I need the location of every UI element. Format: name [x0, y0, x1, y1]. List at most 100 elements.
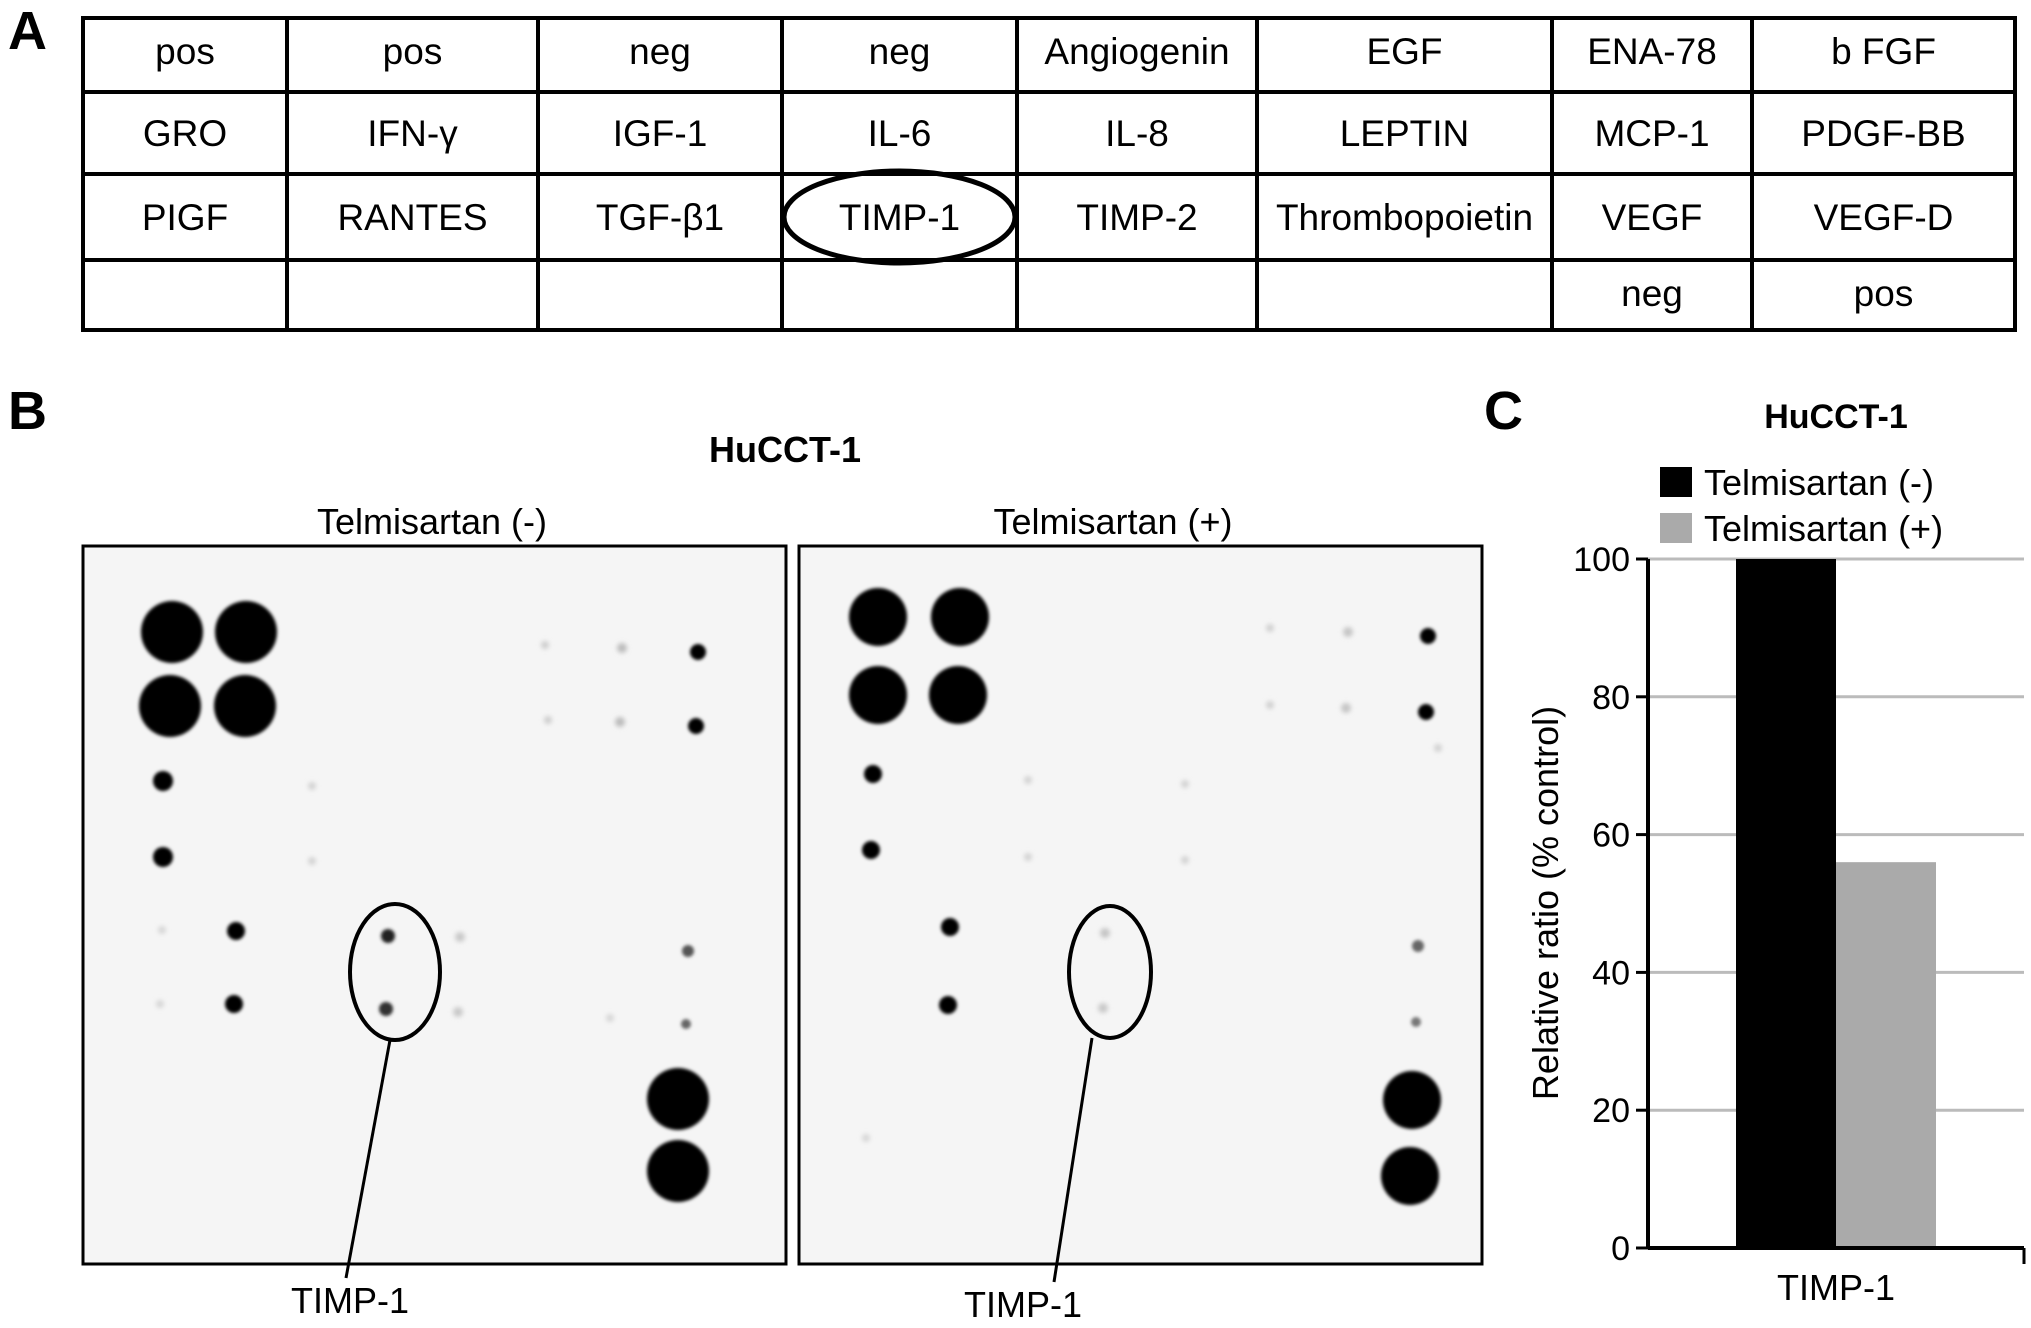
- spot: [681, 1019, 691, 1029]
- table-cell: TGF-β1: [596, 197, 724, 238]
- table-cell: IL-6: [868, 113, 932, 154]
- timp1-spot-left: [381, 929, 395, 943]
- timp1-callout-label-left: TIMP-1: [291, 1280, 409, 1321]
- table-cell: b FGF: [1831, 31, 1936, 72]
- spot: [227, 922, 245, 940]
- spot: [647, 1140, 709, 1202]
- table-cell: VEGF-D: [1814, 197, 1954, 238]
- table-cell: neg: [869, 31, 931, 72]
- faint-spot: [617, 643, 627, 653]
- spot: [141, 601, 203, 663]
- y-tick-label: 60: [1592, 817, 1630, 855]
- faint-spot: [156, 1000, 164, 1008]
- spot: [941, 918, 959, 936]
- table-cell: GRO: [143, 113, 227, 154]
- spot: [1412, 940, 1424, 952]
- spot: [647, 1068, 709, 1130]
- table-cell: PDGF-BB: [1801, 113, 1965, 154]
- faint-spot: [453, 1007, 463, 1017]
- faint-spot: [1341, 703, 1351, 713]
- faint-spot: [1266, 624, 1274, 632]
- table-cell: IFN-γ: [367, 113, 458, 154]
- table-highlight-ellipse: [781, 168, 1018, 266]
- spot: [688, 718, 704, 734]
- spot: [931, 588, 989, 646]
- bar: [1736, 559, 1836, 1248]
- spot: [1411, 1017, 1421, 1027]
- table-cell: VEGF: [1602, 197, 1703, 238]
- table-cell: neg: [629, 31, 691, 72]
- faint-spot: [615, 717, 625, 727]
- spot: [1383, 1071, 1441, 1129]
- legend-label: Telmisartan (+): [1704, 508, 1943, 549]
- spot: [1420, 628, 1436, 644]
- faint-spot: [544, 716, 552, 724]
- spot: [1381, 1147, 1439, 1205]
- legend-swatch: [1660, 513, 1692, 543]
- spot: [849, 666, 907, 724]
- legend-swatch: [1660, 467, 1692, 497]
- spot: [225, 995, 243, 1013]
- table-cell: TIMP-1: [839, 197, 960, 238]
- table-cell: pos: [383, 31, 443, 72]
- table-cell: MCP-1: [1594, 113, 1709, 154]
- table-cell: EGF: [1366, 31, 1442, 72]
- y-tick-label: 40: [1592, 954, 1630, 992]
- x-tick-label: TIMP-1: [1777, 1267, 1895, 1308]
- spot: [153, 771, 173, 791]
- strong-spots-left: [139, 601, 709, 1202]
- table-cell: TIMP-2: [1076, 197, 1197, 238]
- y-tick-label: 20: [1592, 1092, 1630, 1130]
- panel-label-a: A: [8, 1, 47, 61]
- spot: [690, 644, 706, 660]
- faint-spot: [1024, 853, 1032, 861]
- blot-membrane-right: [797, 544, 1484, 1266]
- table-cell: RANTES: [337, 197, 487, 238]
- spot: [153, 847, 173, 867]
- timp1-spot-left: [379, 1002, 393, 1016]
- table-cell: pos: [155, 31, 215, 72]
- faint-spot: [1024, 776, 1032, 784]
- spot: [929, 666, 987, 724]
- spot: [682, 945, 694, 957]
- faint-spots-right: [862, 624, 1442, 1142]
- faint-spot: [158, 926, 166, 934]
- table-cell: pos: [1854, 273, 1914, 314]
- spot: [849, 588, 907, 646]
- timp1-spot-right: [1100, 928, 1110, 938]
- timp1-callout-line-right: [1052, 1037, 1094, 1283]
- table-cell: PIGF: [142, 197, 228, 238]
- membrane-frame-right: [797, 544, 1484, 1266]
- y-tick-label: 100: [1573, 541, 1630, 579]
- spot: [215, 601, 277, 663]
- table-cell: IGF-1: [613, 113, 708, 154]
- chart-title: HuCCT-1: [1764, 398, 1908, 436]
- timp1-highlight-ellipse-right: [1067, 904, 1153, 1040]
- faint-spot: [541, 641, 549, 649]
- table-cell: ENA-78: [1587, 31, 1717, 72]
- timp1-callout-line-left: [344, 1039, 392, 1279]
- panel-label-c: C: [1484, 381, 1523, 441]
- faint-spots-left: [156, 641, 627, 1022]
- blot-left-label: Telmisartan (-): [317, 501, 547, 542]
- spot: [864, 765, 882, 783]
- table-cell: Angiogenin: [1044, 31, 1229, 72]
- faint-spot: [455, 932, 465, 942]
- faint-spot: [1181, 856, 1189, 864]
- table-cell: LEPTIN: [1340, 113, 1470, 154]
- spot: [214, 675, 276, 737]
- spot: [139, 675, 201, 737]
- panel-label-b: B: [8, 381, 47, 441]
- faint-spot: [1266, 701, 1274, 709]
- table-cell: IL-8: [1105, 113, 1169, 154]
- y-tick-label: 0: [1611, 1230, 1630, 1268]
- faint-spot: [1343, 627, 1353, 637]
- table-cell: neg: [1621, 273, 1683, 314]
- timp1-callouts: TIMP-1 TIMP-1: [291, 902, 1153, 1325]
- faint-spot: [1181, 780, 1189, 788]
- cytokine-array-layout-table: pos pos neg neg Angiogenin EGF ENA-78 b FGF GRO I…: [81, 16, 2017, 332]
- timp1-callout-label-right: TIMP-1: [964, 1284, 1082, 1325]
- blot-membrane-left: [81, 544, 788, 1266]
- faint-spot: [308, 782, 316, 790]
